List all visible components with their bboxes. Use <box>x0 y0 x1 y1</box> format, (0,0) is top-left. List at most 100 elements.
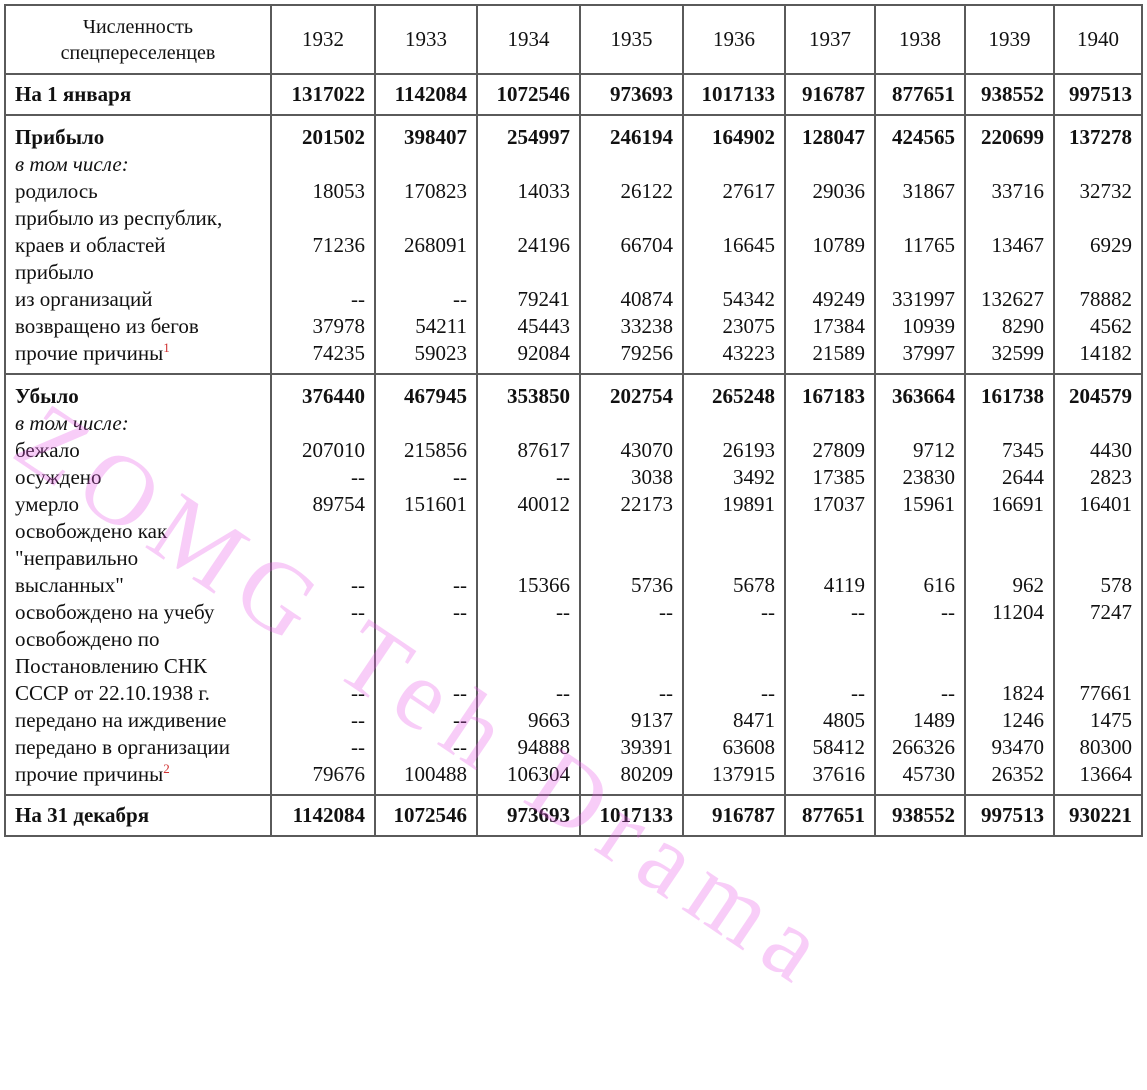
row-label: в том числе: <box>15 410 261 437</box>
row-label: На 31 декабря <box>4 794 272 837</box>
table-cell: 207010 <box>302 438 365 462</box>
row-label: в том числе: <box>15 151 261 178</box>
table-cell: 26122 <box>620 179 674 203</box>
table-cell <box>1064 410 1132 437</box>
table-cell: 37978 <box>312 314 366 338</box>
table-cell: 8471 <box>733 708 775 732</box>
table-cell <box>385 205 467 232</box>
row-label-text: умерло <box>15 492 80 516</box>
table-cell <box>1064 518 1132 545</box>
year-header: 1933 <box>374 4 478 75</box>
table-cell: 467945 <box>404 384 467 408</box>
header-label: Численность спецпереселенцев <box>4 4 272 75</box>
row-label: прочие причины1 <box>15 340 261 367</box>
table-cell: 167183 <box>802 384 865 408</box>
table-cell: 151601 <box>404 492 467 516</box>
table-cell: -- <box>659 681 673 705</box>
row-label-text: "неправильно <box>15 546 139 570</box>
table-cell <box>693 626 775 653</box>
table-cell <box>487 545 570 572</box>
row-label-text: в том числе: <box>15 152 129 176</box>
table-cell: 74235 <box>312 341 366 365</box>
table-cell <box>693 545 775 572</box>
table-cell: 363664 <box>892 384 955 408</box>
table-cell: 353850 <box>507 384 570 408</box>
table-cell <box>385 545 467 572</box>
year-column-cell: 254997 14033 24196 79241 45443 92084 <box>476 114 581 375</box>
table-cell: 202754 <box>610 384 673 408</box>
row-label: прибыло из республик, <box>15 205 261 232</box>
table-cell: 29036 <box>812 179 866 203</box>
table-cell: 4119 <box>823 573 865 597</box>
table-cell <box>693 410 775 437</box>
row-label-text: родилось <box>15 179 98 203</box>
row-label-text: передано на иждивение <box>15 708 227 732</box>
arrived-section-row: Прибыло в том числе: родилось прибыло из ре… <box>4 114 1143 375</box>
table-cell: 616 <box>923 573 956 597</box>
row-label: освобождено как <box>15 518 261 545</box>
row-label-text: прочие причины <box>15 341 164 365</box>
table-cell: -- <box>351 465 365 489</box>
table-cell: 27809 <box>812 438 866 462</box>
table-cell: 997513 <box>964 794 1055 837</box>
table-cell: 43223 <box>722 341 776 365</box>
table-cell: 43070 <box>620 438 674 462</box>
table-cell: 7247 <box>1090 600 1132 624</box>
row-label: "неправильно <box>15 545 261 572</box>
table-cell <box>385 518 467 545</box>
table-cell <box>590 626 673 653</box>
table-cell: 58412 <box>812 735 866 759</box>
table-cell: 170823 <box>404 179 467 203</box>
table-cell <box>281 518 365 545</box>
table-cell: -- <box>556 465 570 489</box>
table-cell: 13467 <box>991 233 1045 257</box>
row-label: умерло <box>15 491 261 518</box>
row-label: освобождено по <box>15 626 261 653</box>
table-cell <box>795 259 865 286</box>
year-column-cell: 363664 9712 23830 15961 616 -- -- 1489 266326 457… <box>874 373 966 796</box>
row-label-text: осуждено <box>15 465 102 489</box>
table-cell: 32732 <box>1079 179 1133 203</box>
table-cell: 54211 <box>415 314 467 338</box>
table-cell: 161738 <box>981 384 1044 408</box>
table-cell: 132627 <box>981 287 1044 311</box>
row-label-text: освобождено на учебу <box>15 600 215 624</box>
table-cell <box>590 259 673 286</box>
table-cell: 1824 <box>1002 681 1044 705</box>
table-cell <box>590 151 673 178</box>
year-column-cell: 376440 207010 -- 89754 -- -- -- -- -- 79676 <box>270 373 376 796</box>
table-cell <box>385 259 467 286</box>
table-cell: -- <box>351 287 365 311</box>
year-column-cell: 167183 27809 17385 17037 4119 -- -- 4805 58412 37… <box>784 373 876 796</box>
table-cell: 49249 <box>812 287 866 311</box>
table-cell: 15961 <box>902 492 956 516</box>
table-cell <box>281 151 365 178</box>
row-label: передано на иждивение <box>15 707 261 734</box>
table-cell: 32599 <box>991 341 1045 365</box>
table-cell <box>795 545 865 572</box>
table-cell: 33716 <box>991 179 1045 203</box>
table-cell: 265248 <box>712 384 775 408</box>
table-cell: 2823 <box>1090 465 1132 489</box>
table-cell: 89754 <box>312 492 366 516</box>
table-cell <box>693 518 775 545</box>
table-cell: 916787 <box>682 794 786 837</box>
table-cell: 77661 <box>1079 681 1133 705</box>
table-cell: 24196 <box>517 233 571 257</box>
year-header: 1939 <box>964 4 1055 75</box>
table-cell: 1017133 <box>579 794 684 837</box>
table-cell: -- <box>351 600 365 624</box>
table-cell: 106304 <box>507 762 570 786</box>
table-cell: 14182 <box>1079 341 1133 365</box>
table-cell <box>693 259 775 286</box>
row-label: СССР от 22.10.1938 г. <box>15 680 261 707</box>
table-cell <box>281 410 365 437</box>
row-label-text: СССР от 22.10.1938 г. <box>15 681 210 705</box>
table-cell: 78882 <box>1079 287 1133 311</box>
row-label: из организаций <box>15 286 261 313</box>
table-cell <box>487 151 570 178</box>
table-cell: 79256 <box>620 341 674 365</box>
table-cell <box>385 410 467 437</box>
table-cell: 1489 <box>913 708 955 732</box>
year-column-cell: 220699 33716 13467 132627 8290 32599 <box>964 114 1055 375</box>
